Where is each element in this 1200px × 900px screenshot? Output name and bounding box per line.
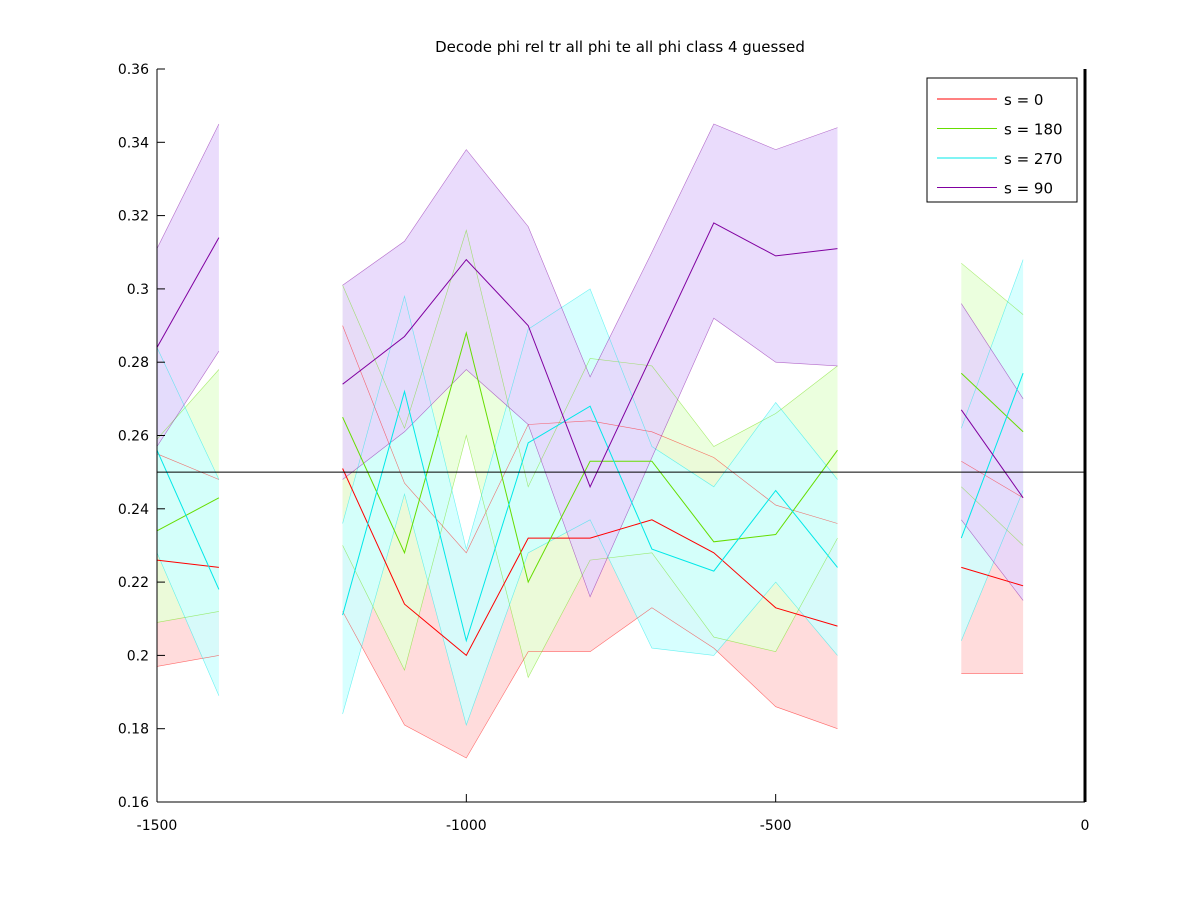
bound-lower-series-2-segment-0: [156, 552, 220, 696]
bound-upper-series-0-segment-2: [961, 460, 1024, 499]
y-tick-label: 0.24: [118, 502, 149, 518]
bound-upper-series-1-segment-2: [961, 262, 1024, 315]
mean-line-series-3-segment-2: [960, 409, 1024, 499]
bound-upper-series-2-segment-1: [342, 288, 838, 551]
mean-line-series-2-segment-2: [960, 373, 1024, 539]
x-tick-label: 0: [1081, 818, 1090, 834]
bound-upper-series-3-segment-2: [961, 303, 1024, 399]
bound-lower-series-2-segment-2: [961, 490, 1024, 641]
y-tick-label: 0.18: [118, 722, 149, 738]
bound-upper-series-2-segment-2: [961, 259, 1024, 429]
bound-lower-series-3-segment-0: [156, 351, 220, 447]
bound-lower-series-1-segment-0: [156, 611, 219, 623]
band-series-3-segment-1: [342, 124, 838, 597]
x-ticks: -1500 -1000 -500 0: [137, 794, 1090, 834]
mean-line-series-1-segment-0: [156, 497, 220, 532]
y-ticks: 0.16 0.18 0.2 0.22 0.24 0.26 0.28 0.3 0.32 0.34 0.…: [118, 62, 165, 811]
bound-upper-series-1-segment-0: [156, 369, 220, 440]
mean-line-series-1-segment-1: [342, 330, 838, 584]
bound-upper-series-0-segment-1: [342, 325, 838, 554]
y-tick-label: 0.26: [118, 429, 149, 445]
y-tick-label: 0.2: [127, 648, 149, 664]
bound-lower-series-0-segment-0: [156, 655, 219, 667]
mean-line-series-1-segment-2: [960, 372, 1024, 433]
legend-label: s = 270: [1004, 150, 1063, 168]
bound-upper-series-1-segment-1: [342, 229, 838, 488]
mean-line-series-3-segment-0: [156, 237, 220, 348]
band-series-3-segment-2: [961, 303, 1024, 601]
mean-line-series-2-segment-0: [156, 449, 220, 590]
legend-box: [926, 77, 1078, 203]
mean-line-series-2-segment-1: [342, 389, 838, 643]
x-tick-label: -500: [760, 818, 792, 834]
bound-lower-series-1-segment-1: [342, 434, 838, 679]
y-tick-label: 0.3: [127, 282, 149, 298]
band-series-2-segment-0: [157, 347, 219, 696]
y-tick-label: 0.22: [118, 575, 149, 591]
mean-line-series-0-segment-2: [961, 566, 1024, 587]
legend-items: s = 0 s = 180 s = 270 s = 90: [937, 91, 1063, 198]
mean-line-series-0-segment-1: [342, 468, 838, 657]
band-series-3-segment-0: [157, 124, 219, 447]
axes: 0.16 0.18 0.2 0.22 0.24 0.26 0.28 0.3 0.32 0.34 0.…: [118, 62, 1090, 834]
x-tick-label: -1000: [446, 818, 487, 834]
bound-lower-series-1-segment-2: [961, 486, 1024, 546]
chart-title: Decode phi rel tr all phi te all phi cla…: [435, 38, 805, 56]
bound-lower-series-3-segment-2: [961, 519, 1024, 601]
y-tick-label: 0.34: [118, 135, 149, 151]
y-tick-label: 0.16: [118, 795, 149, 811]
legend-label: s = 0: [1004, 91, 1043, 109]
bound-upper-series-3-segment-1: [342, 123, 838, 378]
bound-lower-series-3-segment-1: [342, 317, 838, 598]
legend: s = 0 s = 180 s = 270 s = 90: [926, 77, 1078, 203]
bound-upper-series-3-segment-0: [156, 123, 220, 249]
bound-upper-series-2-segment-0: [156, 347, 220, 480]
bound-upper-series-0-segment-0: [156, 453, 220, 480]
confidence-bands: [157, 124, 1024, 758]
bound-lower-series-2-segment-1: [342, 492, 838, 727]
y-tick-label: 0.28: [118, 355, 149, 371]
series-lines: [156, 123, 1024, 759]
y-tick-label: 0.36: [118, 62, 149, 78]
legend-label: s = 180: [1004, 121, 1063, 139]
bound-lower-series-0-segment-1: [342, 607, 838, 759]
legend-label: s = 90: [1004, 180, 1053, 198]
x-tick-label: -1500: [137, 818, 178, 834]
y-tick-label: 0.32: [118, 209, 149, 225]
mean-line-series-3-segment-1: [342, 222, 838, 489]
